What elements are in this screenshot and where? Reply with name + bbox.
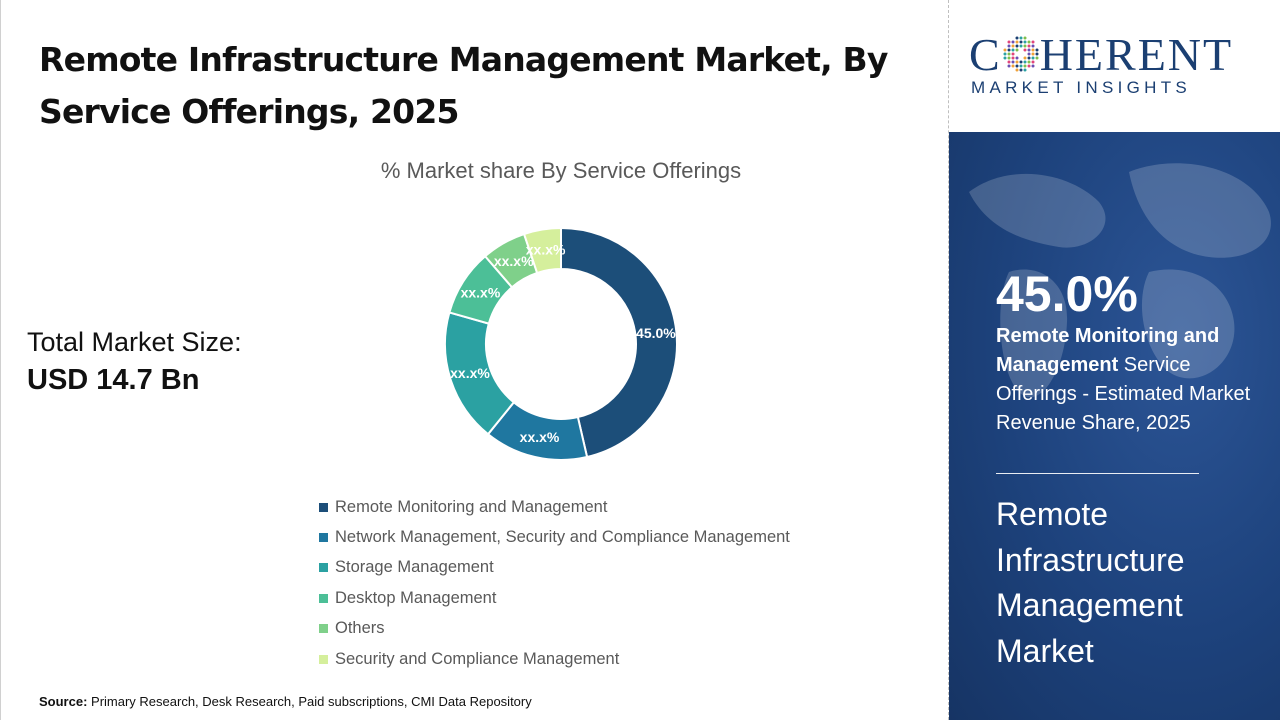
panel-divider	[996, 473, 1199, 474]
brand-logo: C HERENT MARKET INSIGHTS	[949, 0, 1280, 132]
legend-item: Storage Management	[319, 553, 790, 583]
legend-swatch	[319, 624, 328, 634]
slice-data-label: xx.x%	[494, 253, 534, 269]
legend-label: Network Management, Security and Complia…	[335, 528, 790, 547]
logo-tagline: MARKET INSIGHTS	[971, 78, 1192, 97]
legend-item: Remote Monitoring and Management	[319, 492, 790, 522]
logo-wordmark: C HERENT	[969, 29, 1234, 80]
slice-data-label: xx.x%	[461, 285, 501, 301]
source-note: Source: Primary Research, Desk Research,…	[39, 694, 532, 709]
legend-swatch	[319, 533, 328, 543]
side-panel: C HERENT MARKET INSIGHTS 45.0% Remote Mo…	[949, 0, 1280, 720]
donut-slice	[560, 226, 678, 459]
total-market-label: Total Market Size:	[27, 327, 242, 357]
highlight-value: 45.0%	[996, 266, 1138, 322]
legend-label: Others	[335, 619, 385, 638]
legend-swatch	[319, 593, 328, 603]
chart-title: % Market share By Service Offerings	[380, 158, 742, 183]
total-market-size: Total Market Size: USD 14.7 Bn	[27, 324, 242, 400]
highlight-description: Remote Monitoring and Management Service…	[996, 322, 1266, 438]
legend-label: Security and Compliance Management	[335, 649, 620, 668]
legend-swatch	[319, 502, 328, 512]
divider	[948, 0, 949, 720]
total-market-value: USD 14.7 Bn	[27, 364, 200, 396]
legend-swatch	[319, 563, 328, 573]
legend-label: Storage Management	[335, 558, 494, 577]
source-text: Primary Research, Desk Research, Paid su…	[91, 694, 532, 709]
highlight-rest: Service Offerings - Estimated Market Rev…	[996, 354, 1251, 434]
main-area: Remote Infrastructure Management Market,…	[0, 0, 889, 720]
source-label: Source:	[39, 694, 88, 709]
page-title: Remote Infrastructure Management Market,…	[39, 40, 888, 131]
legend-item: Network Management, Security and Complia…	[319, 522, 790, 552]
highlight-segment: Remote Monitoring and Management	[996, 325, 1220, 376]
market-name: Remote Infrastructure Management Market	[996, 496, 1185, 669]
world-map-icon	[969, 163, 1271, 398]
slice-data-label: 45.0%	[636, 325, 676, 341]
legend-label: Remote Monitoring and Management	[335, 497, 608, 516]
slice-data-label: xx.x%	[520, 429, 560, 445]
chart-legend: Remote Monitoring and Management Network …	[319, 492, 790, 674]
legend-item: Security and Compliance Management	[319, 644, 790, 674]
slice-data-label: xx.x%	[526, 242, 566, 258]
legend-item: Desktop Management	[319, 583, 790, 613]
legend-item: Others	[319, 614, 790, 644]
donut-slice	[522, 226, 562, 275]
donut-chart: 45.0%xx.x%xx.x%xx.x%xx.x%xx.x%	[444, 226, 678, 461]
legend-label: Desktop Management	[335, 588, 497, 607]
globe-dots-icon	[1003, 36, 1039, 72]
legend-swatch	[319, 654, 328, 664]
slice-data-label: xx.x%	[450, 365, 490, 381]
highlight-panel: 45.0% Remote Monitoring and Management S…	[949, 132, 1280, 720]
